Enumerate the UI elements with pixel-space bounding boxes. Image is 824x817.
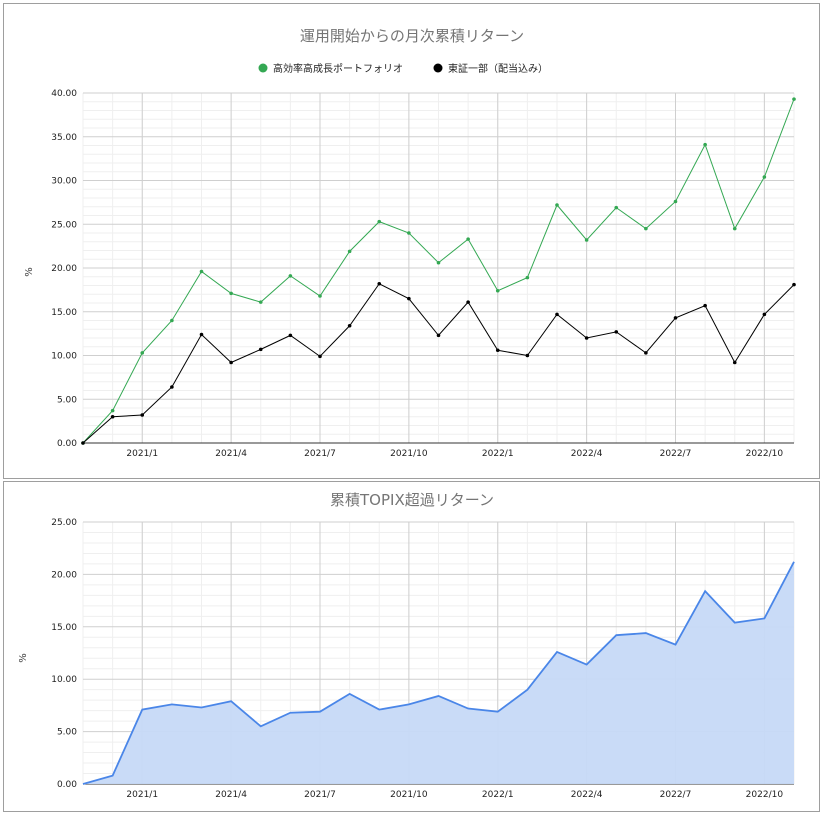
- data-point: [644, 226, 648, 231]
- data-point: [140, 413, 145, 417]
- data-point: [258, 347, 263, 352]
- y-tick-label: 5.00: [57, 728, 77, 738]
- x-tick-label: 2021/1: [126, 790, 158, 800]
- x-tick-label: 2022/7: [660, 449, 692, 459]
- data-point: [703, 303, 707, 308]
- y-tick-label: 15.00: [51, 623, 77, 633]
- data-point: [614, 330, 619, 334]
- data-point: [110, 408, 115, 413]
- legend-label: 東証一部（配当込み）: [448, 62, 548, 75]
- area-series-line: [82, 561, 795, 785]
- data-point: [555, 203, 559, 207]
- y-tick-label: 30.00: [51, 177, 77, 187]
- chart-title: 累積TOPIX超過リターン: [330, 491, 494, 509]
- excess-return-chart: 累積TOPIX超過リターン 0.00 5.00 10.00 15.00 20.00 25.0…: [18, 491, 795, 800]
- legend-marker: [258, 63, 268, 73]
- data-point: [525, 275, 530, 280]
- data-point: [407, 296, 411, 301]
- data-point: [288, 274, 293, 278]
- data-point: [110, 414, 115, 419]
- y-tick-label: 0.00: [57, 439, 77, 449]
- x-tick-label: 2021/7: [304, 449, 336, 459]
- data-point: [762, 175, 767, 179]
- data-point: [377, 281, 382, 286]
- x-tick-label: 2021/4: [215, 449, 247, 459]
- y-tick-label: 0.00: [57, 780, 77, 790]
- data-point: [318, 354, 322, 359]
- x-tick-label: 2022/7: [660, 790, 692, 800]
- data-point: [199, 269, 204, 274]
- x-tick-label: 2021/10: [390, 790, 428, 800]
- data-point: [555, 312, 559, 317]
- data-point: [495, 288, 500, 293]
- data-point: [525, 353, 530, 358]
- data-point: [229, 360, 233, 365]
- legend-marker: [433, 63, 443, 73]
- data-point: [644, 351, 648, 355]
- y-tick-label: 10.00: [51, 675, 77, 685]
- data-point: [407, 231, 411, 235]
- data-point: [673, 316, 678, 320]
- data-point: [792, 97, 796, 101]
- data-point: [170, 318, 174, 323]
- y-tick-label: 20.00: [51, 570, 77, 580]
- x-tick-label: 2022/4: [571, 790, 603, 800]
- data-point: [199, 332, 204, 337]
- data-point: [584, 336, 589, 340]
- data-point: [466, 300, 470, 304]
- x-tick-label: 2022/1: [482, 449, 514, 459]
- y-tick-label: 20.00: [51, 264, 77, 274]
- data-point: [732, 226, 737, 231]
- x-tick-label: 2021/1: [126, 449, 158, 459]
- data-point: [170, 385, 174, 389]
- x-tick-label: 2022/10: [746, 790, 784, 800]
- data-point: [229, 291, 233, 296]
- y-axis-label: %: [24, 267, 35, 277]
- legend-label: 高効率高成長ポートフォリオ: [273, 62, 403, 75]
- x-tick-label: 2021/7: [304, 790, 336, 800]
- data-point: [347, 249, 352, 254]
- y-axis-label: %: [18, 653, 29, 663]
- y-tick-label: 25.00: [51, 220, 77, 230]
- data-point: [732, 360, 737, 365]
- data-point: [673, 199, 678, 204]
- data-point: [140, 351, 145, 355]
- data-point: [614, 205, 619, 210]
- y-tick-label: 40.00: [51, 89, 77, 99]
- data-point: [318, 294, 322, 298]
- y-tick-label: 10.00: [51, 352, 77, 362]
- cumulative-return-chart: 運用開始からの月次累積リターン 0.00 5.00 10.00 15.00 20.00 25…: [24, 27, 796, 459]
- data-point: [347, 323, 352, 328]
- x-tick-label: 2021/10: [390, 449, 428, 459]
- data-point: [703, 142, 707, 147]
- data-point: [436, 333, 441, 338]
- y-tick-label: 5.00: [57, 395, 77, 405]
- excess-return-chart-panel: 累積TOPIX超過リターン 0.00 5.00 10.00 15.00 20.00 25.0…: [3, 481, 820, 812]
- data-point: [762, 312, 767, 317]
- chart-title: 運用開始からの月次累積リターン: [300, 27, 524, 45]
- data-point: [258, 300, 263, 304]
- data-point: [81, 441, 85, 445]
- x-tick-label: 2022/10: [746, 449, 784, 459]
- data-point: [436, 260, 441, 265]
- x-tick-label: 2021/4: [215, 790, 247, 800]
- y-tick-label: 35.00: [51, 133, 77, 143]
- data-point: [792, 282, 796, 287]
- y-tick-label: 15.00: [51, 308, 77, 318]
- data-point: [584, 238, 589, 242]
- data-point: [495, 348, 500, 353]
- x-tick-label: 2022/1: [482, 790, 514, 800]
- area-fill: [83, 561, 794, 784]
- data-point: [377, 219, 382, 224]
- data-point: [466, 237, 470, 241]
- data-point: [288, 333, 293, 338]
- y-tick-label: 25.00: [51, 518, 77, 528]
- cumulative-return-chart-panel: 運用開始からの月次累積リターン 0.00 5.00 10.00 15.00 20.00 25…: [3, 3, 820, 479]
- x-tick-label: 2022/4: [571, 449, 603, 459]
